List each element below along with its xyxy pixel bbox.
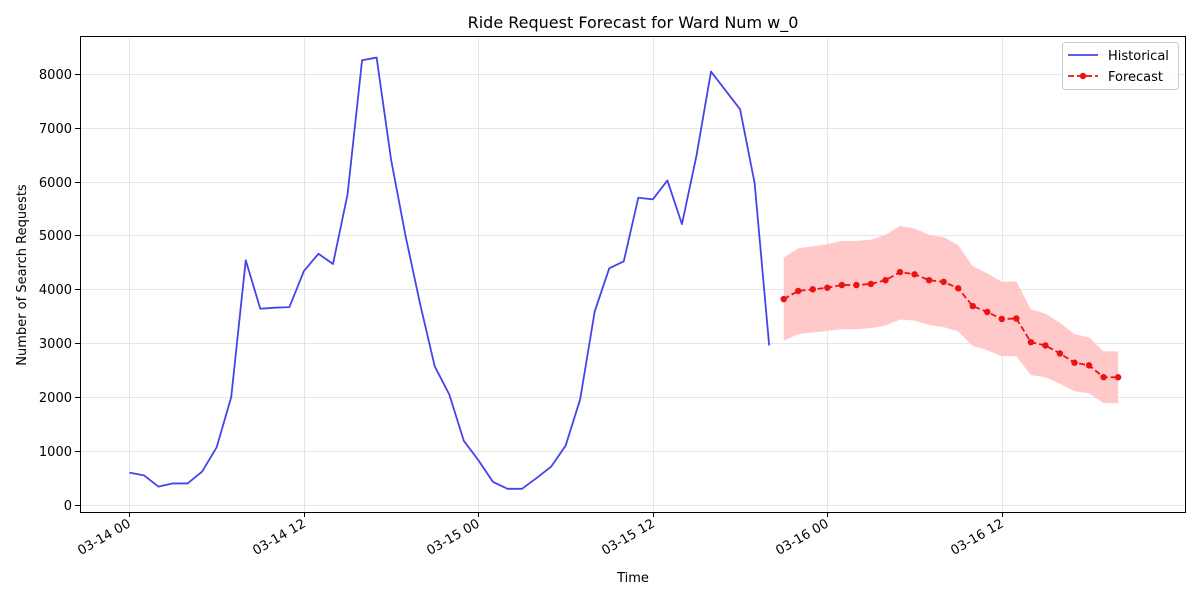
forecast-point <box>1114 374 1122 381</box>
forecast-point <box>954 285 962 292</box>
y-tick-label: 8000 <box>39 68 72 83</box>
forecast-point <box>1100 374 1107 381</box>
forecast-point <box>853 281 860 289</box>
forecast-point <box>925 277 933 284</box>
forecast-point <box>984 308 991 316</box>
forecast-point <box>824 284 831 291</box>
grid <box>80 36 1185 512</box>
forecast-point <box>940 278 947 286</box>
y-tick-label: 1000 <box>39 445 72 460</box>
forecast-point <box>838 281 846 289</box>
legend-forecast-label: Forecast <box>1108 70 1163 85</box>
y-tick-label: 6000 <box>39 176 72 191</box>
forecast-confidence-band <box>783 225 1119 404</box>
forecast-point <box>780 295 787 303</box>
y-tick-label: 7000 <box>39 122 72 137</box>
forecast-point <box>795 287 802 295</box>
chart-title: Ride Request Forecast for Ward Num w_0 <box>468 13 799 33</box>
y-tick-label: 2000 <box>39 391 72 406</box>
forecast-point <box>809 286 816 293</box>
confidence-band <box>783 225 1119 404</box>
forecast-point <box>867 280 875 288</box>
x-axis-title: Time <box>616 571 649 586</box>
forecast-point <box>1056 350 1064 357</box>
legend-historical-label: Historical <box>1108 49 1169 64</box>
forecast-point <box>1027 338 1035 346</box>
y-tick-label: 5000 <box>39 229 72 244</box>
forecast-point <box>896 268 904 276</box>
forecast-point <box>998 315 1005 323</box>
forecast-point <box>1013 315 1020 322</box>
series <box>129 56 1122 490</box>
forecast-point <box>1071 359 1078 366</box>
y-axis-title: Number of Search Requests <box>15 184 30 366</box>
legend: Historical Forecast <box>1062 42 1179 90</box>
forecast-point <box>882 277 889 284</box>
y-tick-label: 4000 <box>39 283 72 298</box>
forecast-point <box>911 271 918 278</box>
y-tick-label: 0 <box>64 499 72 514</box>
historical-line <box>129 56 771 490</box>
forecast-point <box>1042 342 1049 349</box>
y-tick-label: 3000 <box>39 337 72 352</box>
forecast-point <box>1085 362 1093 369</box>
plot-frame <box>80 36 1186 513</box>
legend-forecast-marker <box>1079 72 1087 80</box>
forecast-point <box>969 302 976 310</box>
